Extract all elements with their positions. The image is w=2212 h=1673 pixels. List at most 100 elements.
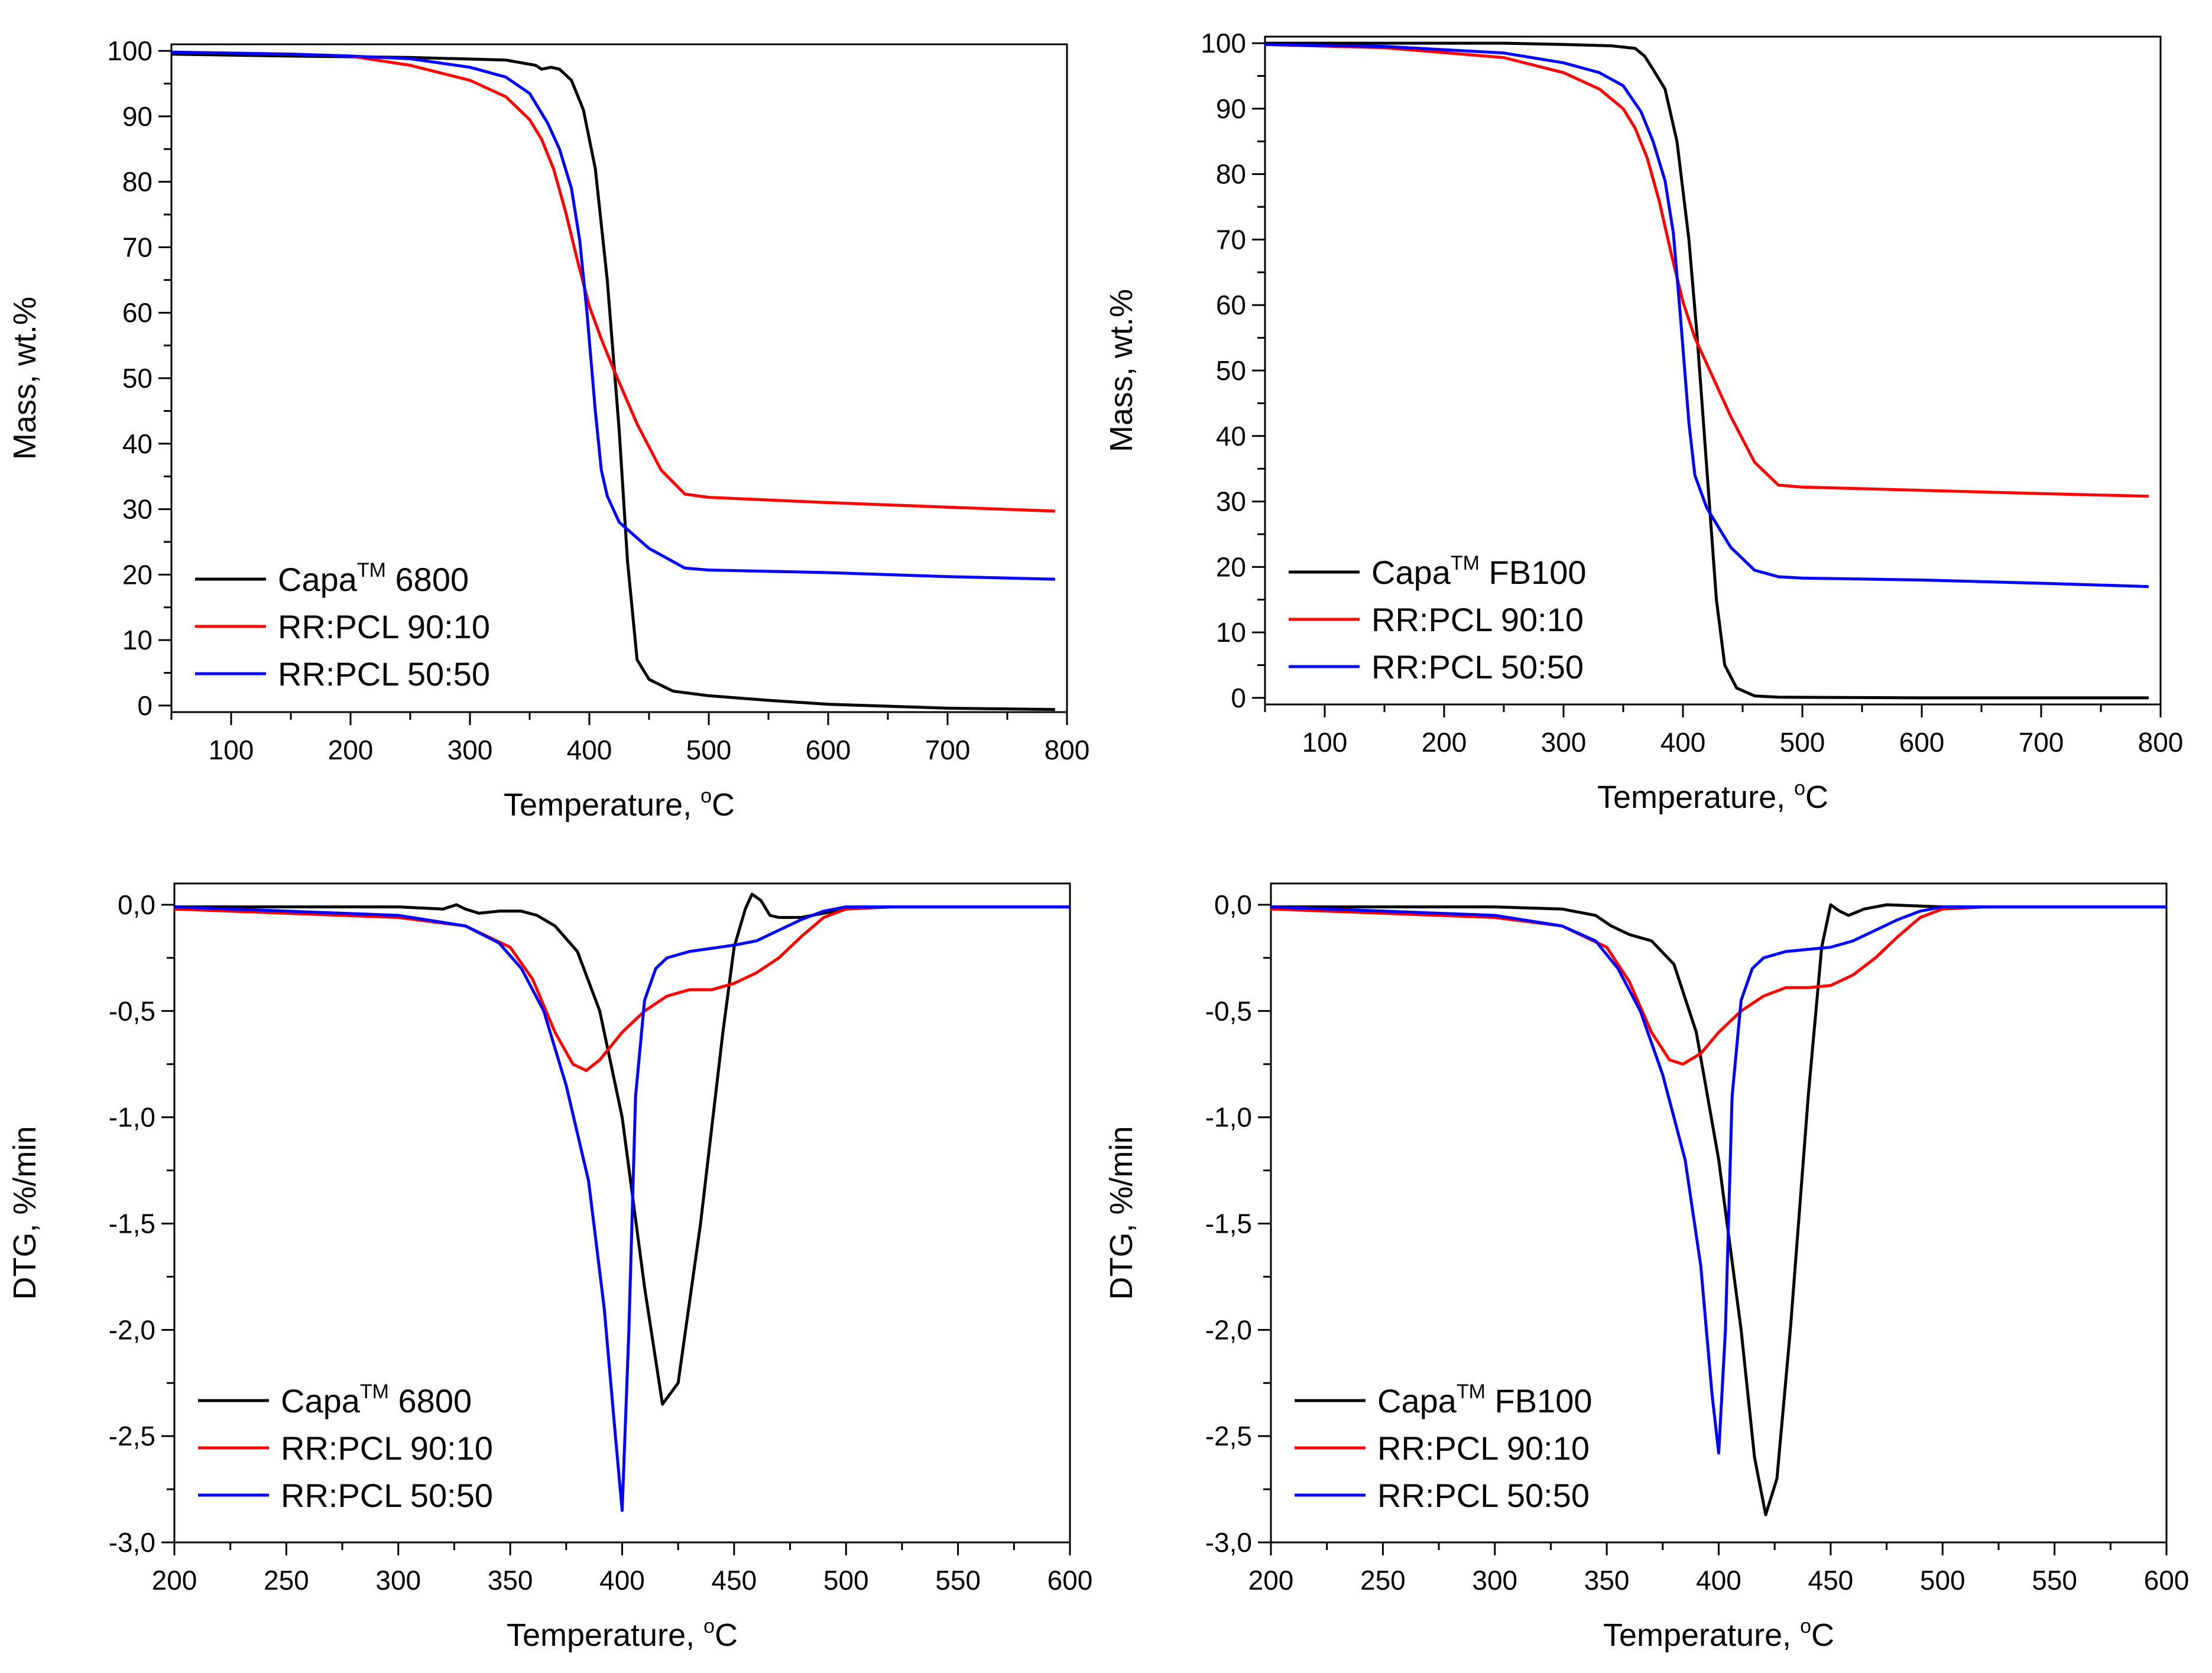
y-axis-title: DTG, %/min (7, 1126, 43, 1300)
y-tick-label: 60 (1216, 290, 1246, 320)
chart-panel-tga-capa-fb100: 100 200 300 400 500 600 700 800 0 10 20 30 40 50 60 70 8… (1104, 28, 2183, 815)
x-tick-label: 450 (1808, 1565, 1854, 1596)
x-tick-label: 600 (2144, 1565, 2190, 1596)
chart-panel-dtg-capa-fb100: 200 250 300 350 400 450 500 550 600 0,0 -0,5 -1,0 -1… (1104, 882, 2190, 1653)
legend-label-main: RR:PCL 50:50 (281, 1477, 493, 1514)
x-tick-label: 250 (1360, 1565, 1406, 1596)
legend-label: CapaTM FB100 (1371, 552, 1587, 591)
series-line-capa-6800 (171, 53, 1055, 712)
legend-label: RR:PCL 90:10 (1371, 601, 1584, 638)
legend-label: RR:PCL 50:50 (1377, 1477, 1590, 1514)
legend-label: CapaTM FB100 (1377, 1380, 1592, 1419)
series-line-rr-pcl-50-50 (171, 50, 1055, 581)
y-tick-label: -2,0 (1205, 1314, 1252, 1345)
y-tick-label: 40 (1216, 421, 1246, 451)
x-tick-label: 700 (925, 735, 971, 765)
y-axis-title: Mass, wt.% (1104, 289, 1139, 452)
series-line-rr-pcl-50-50 (1270, 905, 2166, 1455)
legend-label-main: Capa (281, 1382, 361, 1419)
x-tick-label: 550 (2032, 1565, 2077, 1596)
legend-label-main: Capa (278, 561, 358, 598)
x-tick-label: 350 (488, 1565, 533, 1596)
y-tick-label: 90 (122, 101, 153, 132)
y-tick-label: 10 (1216, 617, 1246, 648)
y-axis-title: Mass, wt.% (7, 297, 43, 460)
y-tick-label: -1,0 (1205, 1102, 1252, 1133)
y-axis-title: DTG, %/min (1104, 1126, 1139, 1300)
y-tick-label: 50 (122, 363, 153, 394)
series-line-rr-pcl-50-50 (1264, 43, 2149, 589)
x-tick-label: 200 (1422, 727, 1467, 758)
legend-label-sup: TM (360, 1380, 389, 1403)
y-tick-label: 70 (1216, 224, 1246, 255)
y-tick-label: -2,5 (109, 1421, 155, 1451)
y-tick-label: 50 (1216, 355, 1246, 386)
x-tick-label: 300 (1541, 727, 1587, 758)
series-line-capa-fb100 (1271, 903, 2166, 1516)
legend-label-main: RR:PCL 50:50 (278, 655, 490, 693)
series-line-rr-pcl-90-10 (171, 50, 1055, 513)
y-tick-label: 0 (137, 690, 153, 721)
legend-label: CapaTM 6800 (278, 559, 469, 598)
legend: CapaTM FB100 RR:PCL 90:10 RR:PCL 50:50 (1289, 552, 1587, 686)
x-tick-label: 300 (375, 1565, 421, 1596)
legend-label-main: RR:PCL 50:50 (1371, 648, 1584, 686)
x-tick-label: 500 (686, 735, 732, 765)
legend: CapaTM 6800 RR:PCL 90:10 RR:PCL 50:50 (195, 559, 490, 693)
y-tick-label: 0,0 (118, 889, 155, 920)
x-axis-title-text: Temperature, (1597, 779, 1794, 815)
x-axis-title-text: Temperature, (504, 787, 700, 823)
legend-label-sup: TM (1451, 552, 1480, 574)
legend-label: RR:PCL 90:10 (1377, 1430, 1590, 1467)
legend-label-main: RR:PCL 90:10 (281, 1430, 493, 1467)
x-axis-title: Temperature, oC (507, 1615, 738, 1653)
series-line-rr-pcl-90-10 (1270, 905, 2166, 1066)
y-tick-label: -1,5 (109, 1208, 155, 1239)
y-tick-label: 100 (1201, 28, 1246, 59)
legend-label: RR:PCL 50:50 (278, 655, 490, 693)
legend-label: CapaTM 6800 (281, 1380, 472, 1419)
x-tick-label: 700 (2019, 727, 2064, 758)
x-tick-label: 300 (447, 735, 493, 765)
x-tick-label: 400 (1660, 727, 1706, 758)
y-tick-label: 60 (122, 297, 153, 328)
x-axis-title: Temperature, oC (504, 785, 735, 823)
y-tick-label: -3,0 (1205, 1527, 1252, 1558)
legend-label: RR:PCL 50:50 (281, 1477, 493, 1514)
x-tick-label: 250 (264, 1565, 309, 1596)
x-tick-label: 600 (1047, 1565, 1093, 1596)
y-tick-label: -3,0 (109, 1527, 155, 1558)
chart-panel-dtg-capa-6800: 200 250 300 350 400 450 500 550 600 0,0 -0,5 -1,0 -1… (7, 882, 1093, 1653)
legend: CapaTM 6800 RR:PCL 90:10 RR:PCL 50:50 (198, 1380, 493, 1514)
x-tick-label: 200 (152, 1565, 197, 1596)
x-axis-title-text: Temperature, (507, 1617, 703, 1653)
legend-label: RR:PCL 50:50 (1371, 648, 1584, 686)
y-tick-label: -0,5 (109, 996, 155, 1026)
y-tick-label: 40 (122, 428, 153, 459)
y-tick-label: 0 (1231, 683, 1246, 713)
y-tick-label: -2,5 (1205, 1421, 1252, 1451)
degree-superscript: o (700, 785, 712, 807)
legend-label-rest: 6800 (386, 561, 469, 598)
x-axis-title: Temperature, oC (1603, 1615, 1834, 1653)
x-tick-label: 500 (823, 1565, 869, 1596)
x-tick-label: 550 (935, 1565, 981, 1596)
series-line-rr-pcl-50-50 (174, 905, 1070, 1512)
x-tick-label: 800 (2138, 727, 2184, 758)
x-tick-label: 350 (1584, 1565, 1630, 1596)
y-tick-label: 30 (122, 494, 153, 525)
y-tick-label: 90 (1216, 93, 1246, 124)
x-axis-title-text: Temperature, (1603, 1617, 1800, 1653)
x-tick-label: 100 (1302, 727, 1348, 758)
x-tick-label: 300 (1472, 1565, 1517, 1596)
y-tick-label: 10 (122, 625, 153, 655)
x-tick-label: 600 (806, 735, 851, 765)
legend-label-rest: 6800 (389, 1382, 472, 1419)
x-tick-label: 450 (712, 1565, 757, 1596)
x-tick-label: 800 (1045, 735, 1090, 765)
legend-label-main: Capa (1371, 554, 1451, 591)
legend-label-main: RR:PCL 90:10 (278, 608, 490, 645)
x-axis-unit: C (712, 787, 735, 823)
legend-label-main: RR:PCL 50:50 (1377, 1477, 1590, 1514)
